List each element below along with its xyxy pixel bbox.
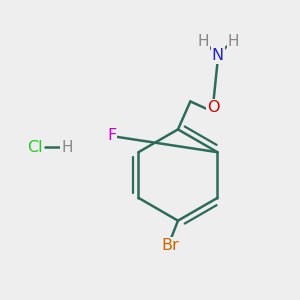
Text: Cl: Cl bbox=[27, 140, 43, 154]
Text: O: O bbox=[207, 100, 220, 115]
Text: H: H bbox=[227, 34, 239, 49]
Text: H: H bbox=[61, 140, 73, 154]
Text: Br: Br bbox=[161, 238, 179, 253]
Text: F: F bbox=[107, 128, 116, 143]
Text: N: N bbox=[212, 48, 224, 63]
Text: H: H bbox=[197, 34, 209, 49]
